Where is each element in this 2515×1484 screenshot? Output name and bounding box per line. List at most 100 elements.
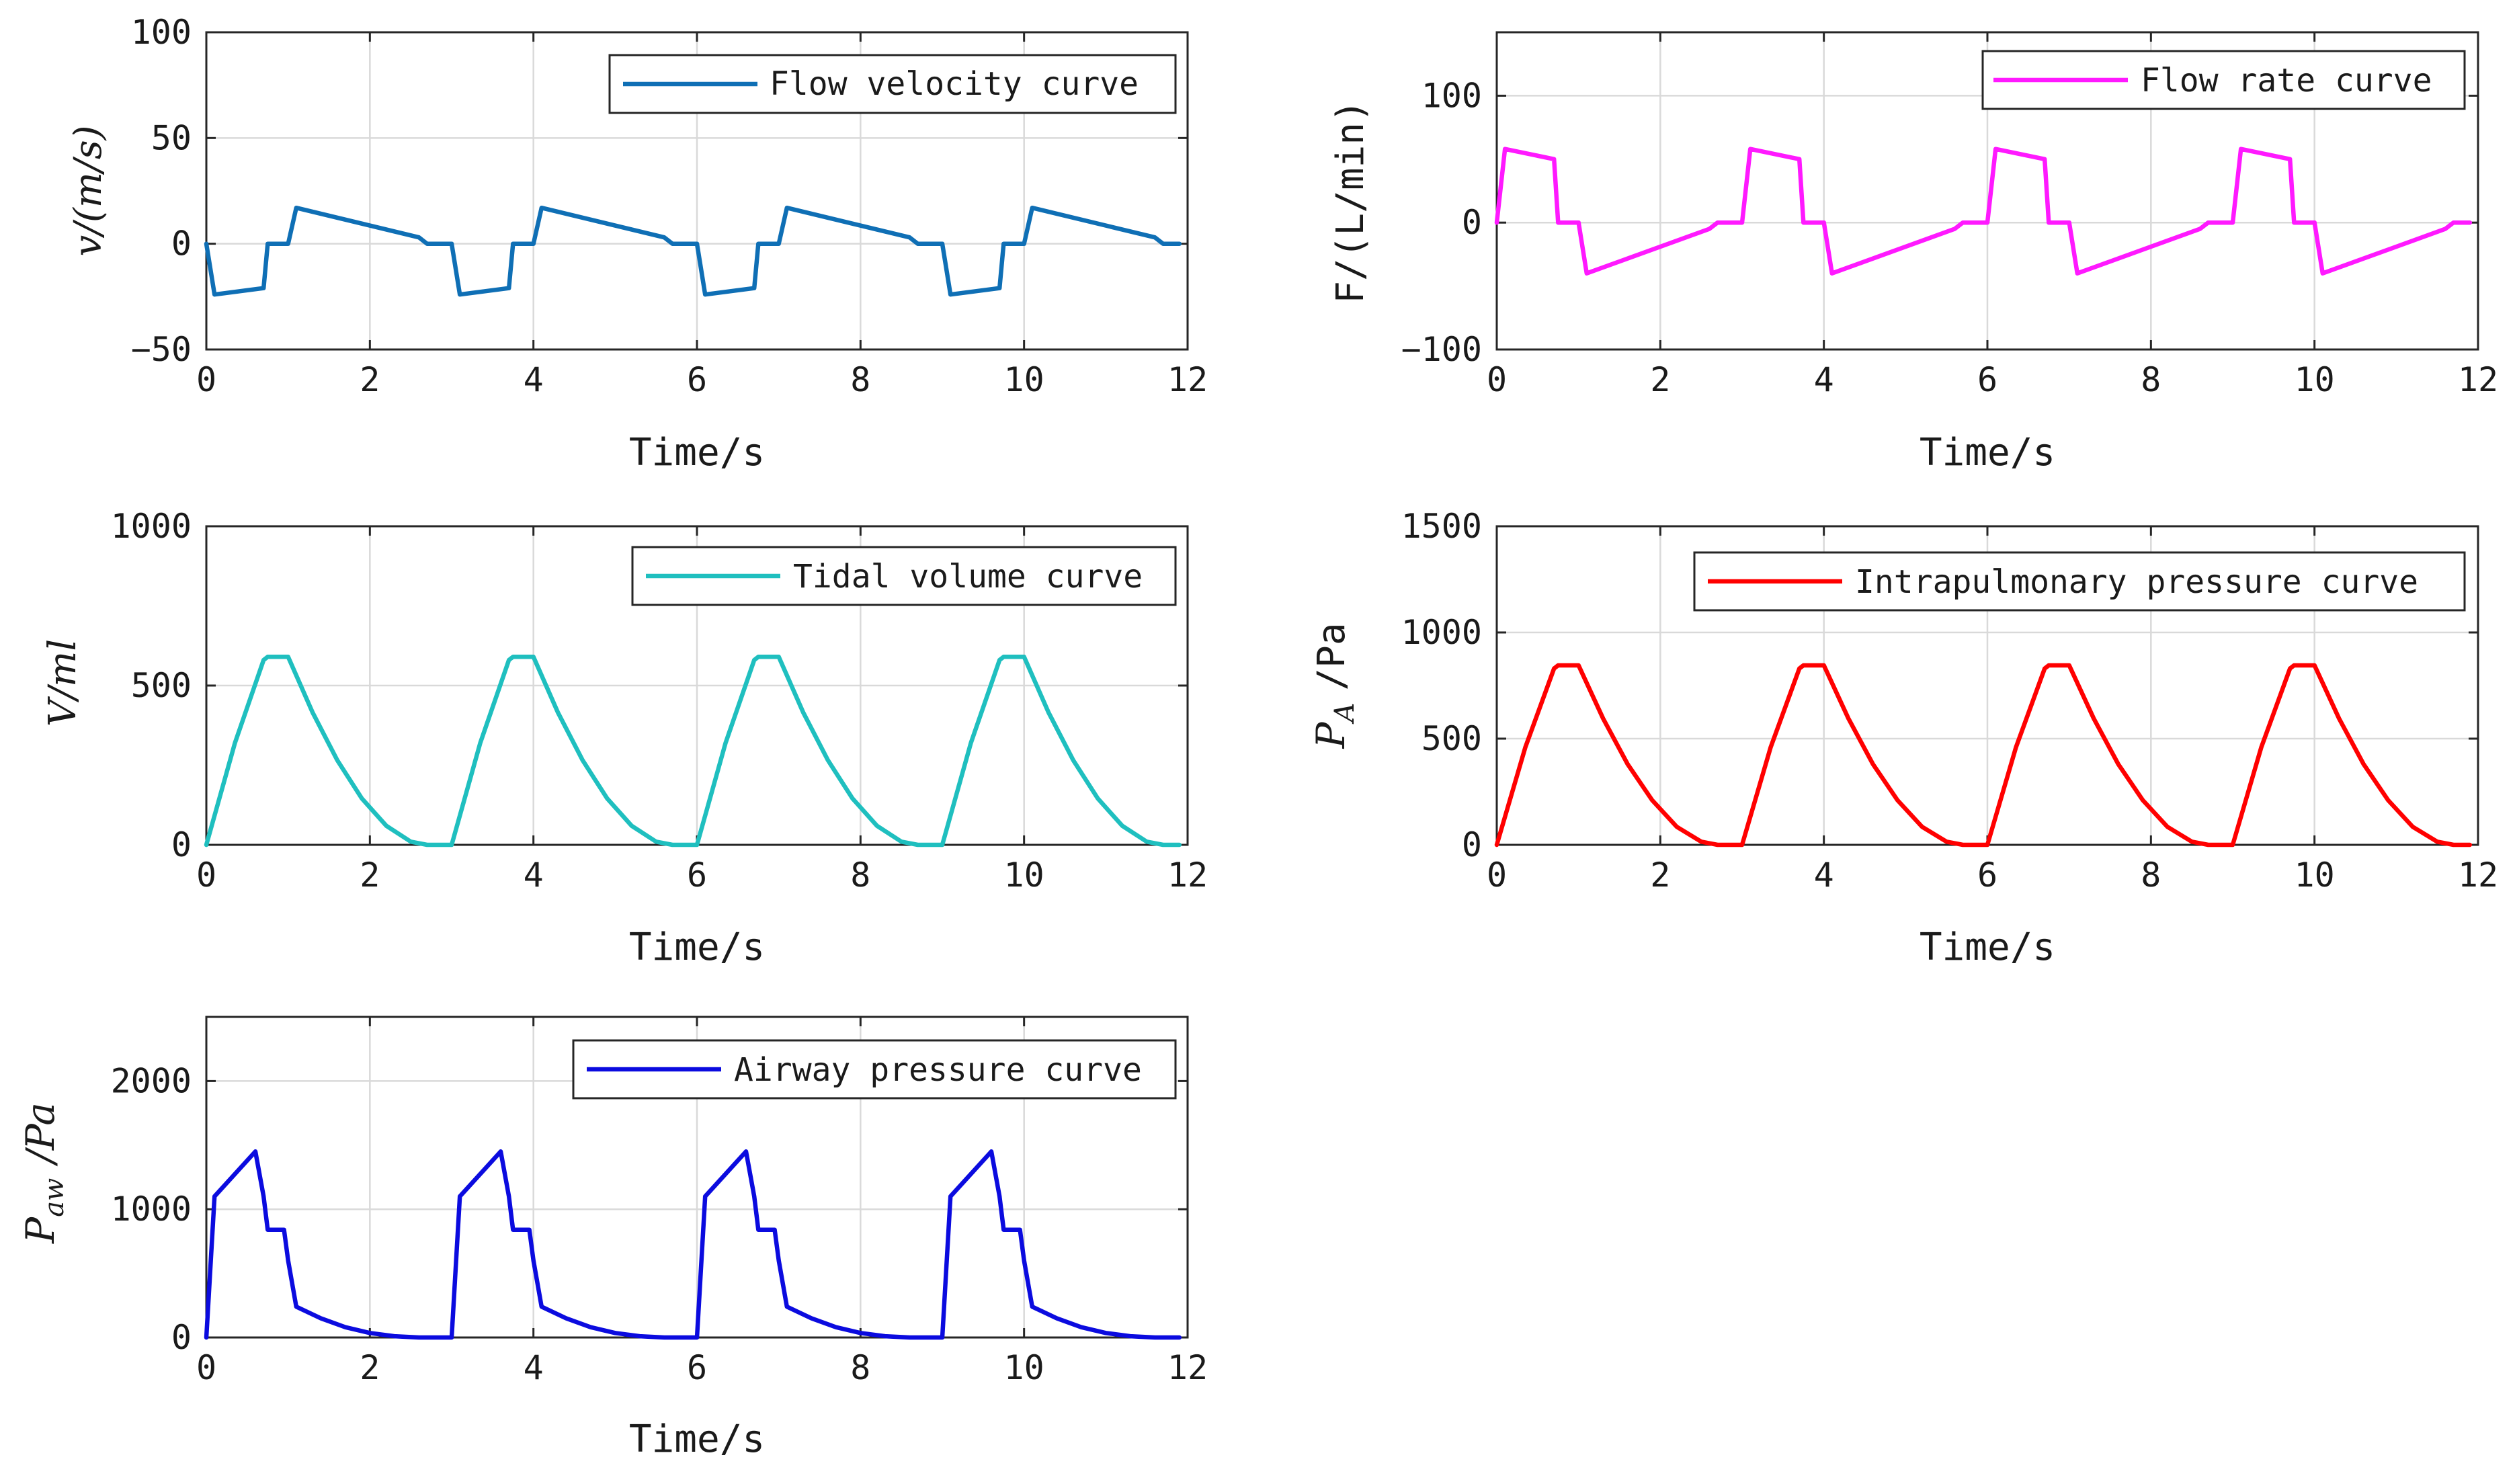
airway-x-axis-label: Time/s (629, 1417, 765, 1461)
airway-x-tick-label: 0 (196, 1348, 216, 1387)
intrapulmonary-legend: Intrapulmonary pressure curve (1693, 551, 2466, 612)
tidal-tick-labels: 0 2 4 6 8 10 12 0 500 1000 (111, 507, 1208, 895)
intrapulmonary-y-axis-label: PA/Pa (1308, 622, 1360, 749)
flowrate-x-tick-label: 0 (1487, 360, 1507, 399)
airway-legend: Airway pressure curve (572, 1039, 1177, 1100)
airway-ylabel-unit: /Pa (17, 1102, 63, 1167)
tidal-legend: Tidal volume curve (631, 546, 1177, 606)
velocity-y-axis-label: v/(m/s) (67, 126, 110, 257)
tidal-x-tick-label: 2 (360, 856, 380, 895)
tidal-y-tick-label: 0 (171, 825, 192, 864)
flowrate-series-line (1494, 147, 2473, 276)
airway-x-tick-label: 4 (524, 1348, 544, 1387)
flowrate-x-axis-label: Time/s (1920, 431, 2055, 475)
tidal-y-axis-label: V/ml (41, 639, 85, 727)
velocity-ticks (205, 31, 1189, 351)
tidal-legend-label: Tidal volume curve (793, 558, 1143, 595)
intrapulmonary-y-tick-label: 0 (1462, 825, 1482, 864)
velocity-y-tick-label: −50 (131, 330, 192, 369)
airway-y-tick-label: 2000 (111, 1061, 192, 1100)
intrapulmonary-tick-labels: 0 2 4 6 8 10 12 0 500 1000 1500 (1401, 507, 2499, 895)
airway-ylabel-sub: aw (39, 1178, 70, 1217)
velocity-legend-label: Flow velocity curve (770, 65, 1139, 103)
flowrate-x-tick-label: 12 (2458, 360, 2498, 399)
intrapulmonary-lines (1494, 663, 2473, 848)
airway-series-line (204, 1149, 1182, 1340)
intrapulmonary-y-tick-label: 500 (1421, 719, 1482, 758)
velocity-y-tick-label: 100 (131, 13, 192, 52)
intrapulmonary-ylabel-main: P (1308, 722, 1354, 749)
velocity-x-tick-label: 2 (360, 360, 380, 399)
intrapulmonary-y-tick-label: 1000 (1401, 613, 1482, 652)
velocity-x-tick-label: 4 (524, 360, 544, 399)
flowrate-x-tick-label: 8 (2141, 360, 2161, 399)
velocity-series-line (204, 205, 1182, 297)
tidal-series-line (204, 655, 1182, 848)
flowrate-y-axis-label: F/(L/min) (1329, 99, 1372, 303)
airway-tick-labels: 0 2 4 6 8 10 12 0 1000 2000 (111, 1061, 1208, 1387)
tidal-x-tick-label: 8 (850, 856, 870, 895)
airway-x-tick-label: 6 (687, 1348, 707, 1387)
tidal-panel: 0 2 4 6 8 10 12 0 500 1000 Time/s V/ml Tidal volu… (41, 507, 1208, 969)
tidal-x-tick-label: 4 (524, 856, 544, 895)
airway-y-tick-label: 0 (171, 1318, 192, 1357)
intrapulmonary-x-axis-label: Time/s (1920, 925, 2055, 969)
intrapulmonary-x-tick-label: 12 (2458, 856, 2498, 895)
tidal-lines (204, 655, 1182, 848)
airway-x-tick-label: 8 (850, 1348, 870, 1387)
airway-legend-label: Airway pressure curve (734, 1051, 1142, 1089)
velocity-y-tick-label: 50 (151, 118, 192, 157)
intrapulmonary-ylabel-unit: /Pa (1310, 622, 1354, 690)
intrapulmonary-panel: 0 2 4 6 8 10 12 0 500 1000 1500 Time/s PA/Pa Intra… (1308, 507, 2498, 969)
tidal-x-tick-label: 0 (196, 856, 216, 895)
flowrate-x-tick-label: 10 (2295, 360, 2335, 399)
airway-y-tick-label: 1000 (111, 1190, 192, 1229)
tidal-x-tick-label: 6 (687, 856, 707, 895)
airway-lines (204, 1149, 1182, 1340)
velocity-x-tick-label: 10 (1004, 360, 1044, 399)
tidal-x-tick-label: 10 (1004, 856, 1044, 895)
airway-ylabel-main: P (17, 1217, 63, 1244)
flowrate-x-tick-label: 6 (1977, 360, 1997, 399)
velocity-x-tick-label: 0 (196, 360, 216, 399)
intrapulmonary-ylabel-sub: A (1329, 703, 1360, 725)
tidal-x-axis-label: Time/s (629, 925, 765, 969)
velocity-x-tick-label: 8 (850, 360, 870, 399)
flowrate-legend: Flow rate curve (1981, 50, 2466, 110)
intrapulmonary-x-tick-label: 4 (1814, 856, 1834, 895)
flowrate-lines (1494, 147, 2473, 276)
tidal-y-tick-label: 1000 (111, 507, 192, 546)
tidal-y-tick-label: 500 (131, 666, 192, 705)
intrapulmonary-y-tick-label: 1500 (1401, 507, 1482, 546)
intrapulmonary-x-tick-label: 10 (2295, 856, 2335, 895)
velocity-x-tick-label: 6 (687, 360, 707, 399)
velocity-lines (204, 205, 1182, 297)
airway-y-axis-label: Paw/Pa (17, 1102, 70, 1244)
airway-panel: 0 2 4 6 8 10 12 0 1000 2000 Time/s Paw/Pa Airway … (17, 1016, 1208, 1461)
velocity-legend: Flow velocity curve (608, 54, 1177, 114)
intrapulmonary-legend-label: Intrapulmonary pressure curve (1855, 563, 2418, 601)
flowrate-y-tick-label: 100 (1421, 76, 1482, 115)
flowrate-ticks (1495, 32, 2479, 351)
flowrate-y-tick-label: −100 (1401, 330, 1482, 369)
velocity-y-tick-label: 0 (171, 224, 192, 263)
flowrate-x-tick-label: 4 (1814, 360, 1834, 399)
airway-x-tick-label: 12 (1167, 1348, 1208, 1387)
intrapulmonary-x-tick-label: 0 (1487, 856, 1507, 895)
airway-x-tick-label: 2 (360, 1348, 380, 1387)
velocity-x-tick-label: 12 (1167, 360, 1208, 399)
flowrate-x-tick-label: 2 (1650, 360, 1670, 399)
velocity-x-axis-label: Time/s (629, 431, 765, 475)
intrapulmonary-series-line (1494, 663, 2473, 848)
intrapulmonary-x-tick-label: 2 (1650, 856, 1670, 895)
tidal-x-tick-label: 12 (1167, 856, 1208, 895)
intrapulmonary-legend-box (1693, 551, 2466, 612)
flowrate-y-tick-label: 0 (1462, 203, 1482, 242)
intrapulmonary-x-tick-label: 8 (2141, 856, 2161, 895)
intrapulmonary-x-tick-label: 6 (1977, 856, 1997, 895)
